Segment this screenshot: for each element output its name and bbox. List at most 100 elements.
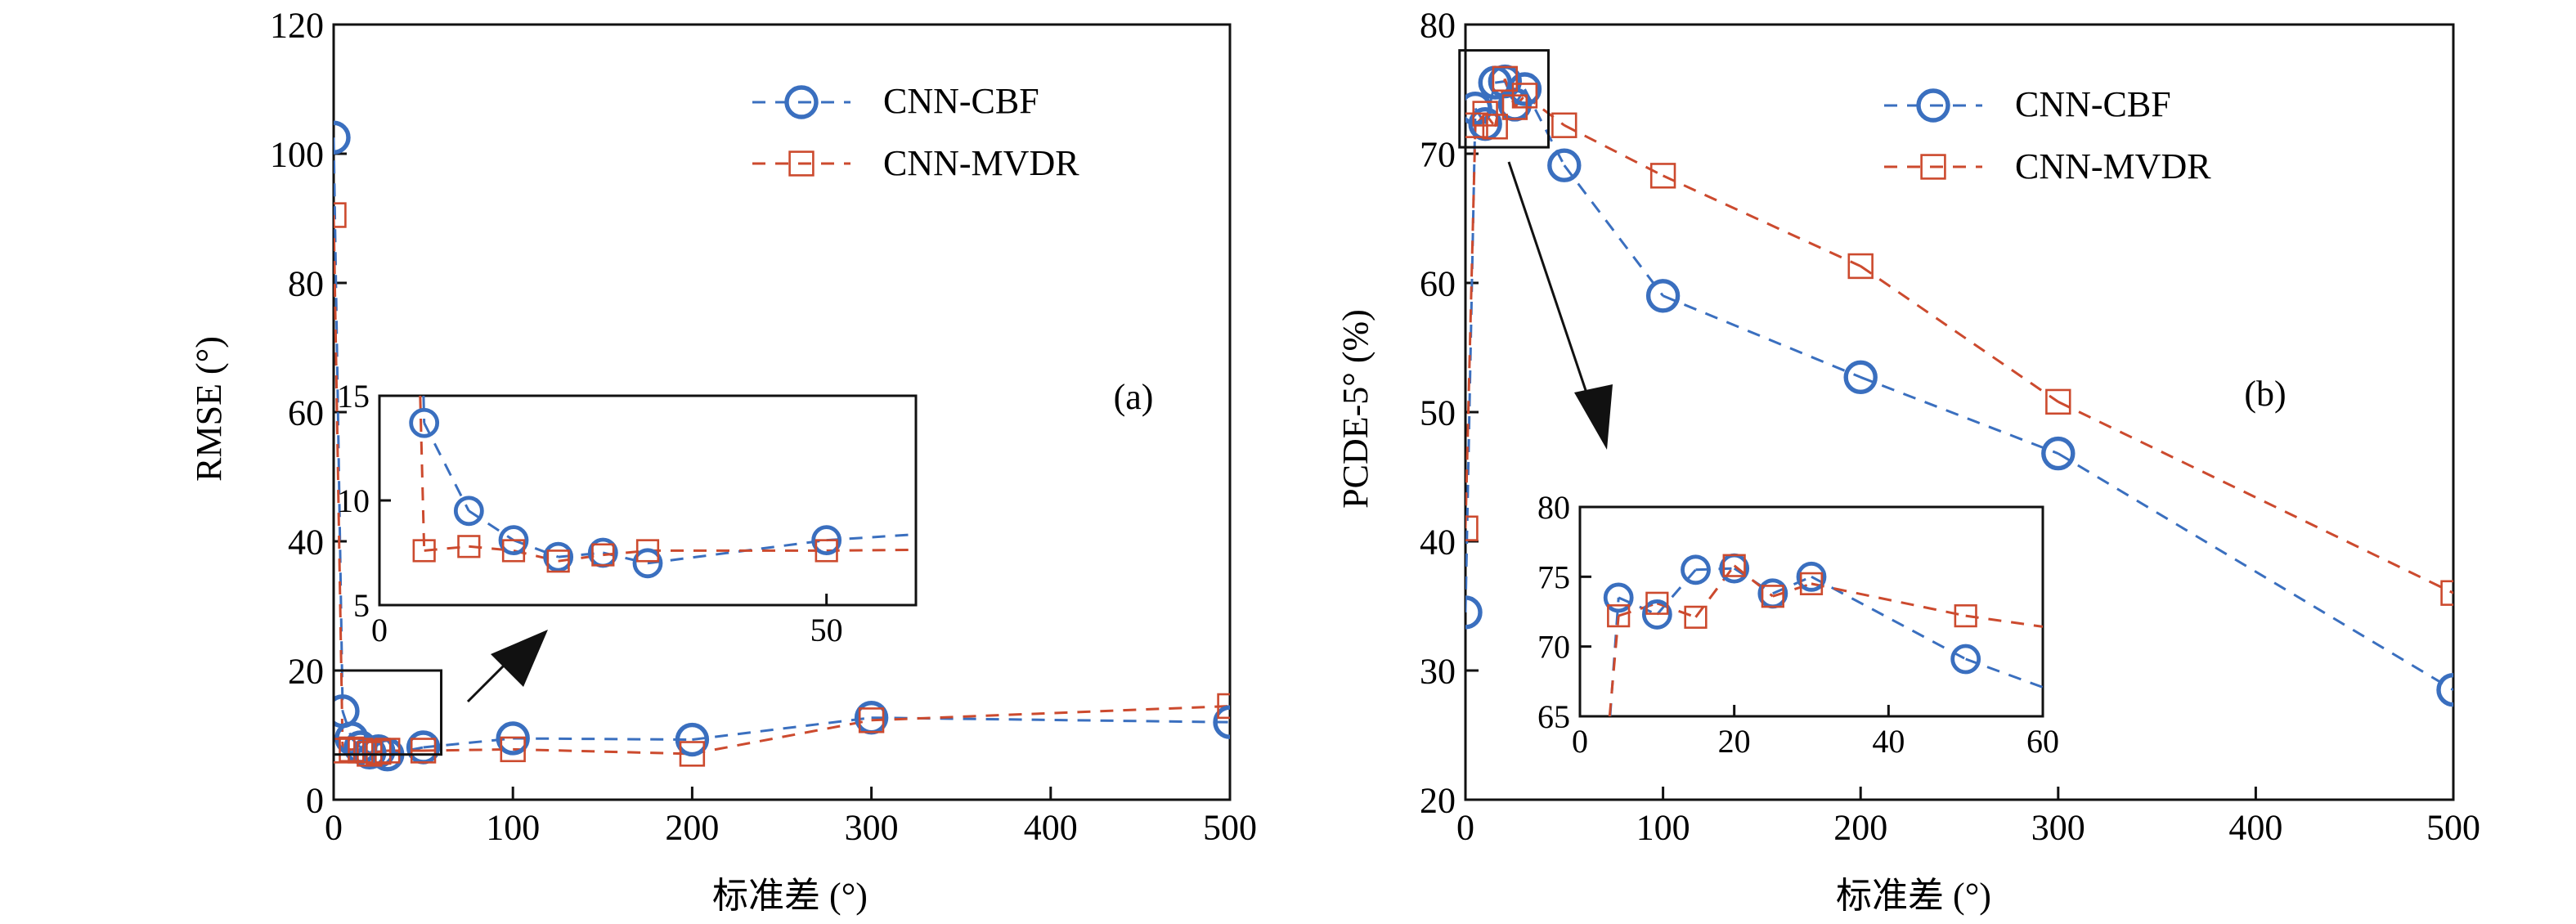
main-ytick-label: 30 bbox=[1420, 651, 1456, 691]
main-xtick-label: 400 bbox=[1024, 807, 1078, 847]
main-point-CNN-MVDR bbox=[334, 202, 347, 228]
main-xtick-label: 100 bbox=[486, 807, 540, 847]
main-point-CNN-MVDR bbox=[339, 736, 365, 763]
inset-frame bbox=[378, 394, 918, 607]
main-point-CNN-MVDR bbox=[500, 736, 526, 763]
inset-point-CNN-MVDR bbox=[501, 539, 526, 563]
inset-point-CNN-CBF bbox=[811, 525, 842, 556]
main-point-CNN-CBF bbox=[2041, 436, 2076, 471]
zoom-arrow-b-head bbox=[1574, 384, 1613, 450]
main-xtick-label: 300 bbox=[2031, 807, 2085, 847]
main-ytick-label: 50 bbox=[1420, 392, 1456, 433]
main-xtick-label: 200 bbox=[1833, 807, 1887, 847]
main-ytick-label: 120 bbox=[270, 5, 324, 45]
main-point-CNN-CBF bbox=[334, 120, 351, 155]
main-ytick-label: 40 bbox=[1420, 522, 1456, 562]
panel-b-label: (b) bbox=[2244, 374, 2286, 414]
inset-point-CNN-MVDR bbox=[1645, 591, 1669, 615]
main-point-CNN-MVDR bbox=[1551, 112, 1577, 138]
main-point-CNN-CBF bbox=[1213, 705, 1230, 739]
main-point-CNN-MVDR bbox=[858, 707, 885, 733]
legend-a-mvdr-marker bbox=[788, 150, 815, 177]
main-ytick-label: 100 bbox=[270, 134, 324, 174]
main-point-CNN-CBF bbox=[1547, 148, 1582, 182]
inset-point-CNN-CBF bbox=[409, 407, 440, 438]
main-ytick-label: 20 bbox=[1420, 780, 1456, 820]
main-ytick-label: 70 bbox=[1420, 134, 1456, 174]
main-ytick-label: 0 bbox=[306, 780, 324, 820]
legend-a-cbf-marker bbox=[784, 85, 819, 119]
main-ytick-label: 60 bbox=[1420, 263, 1456, 303]
inset-xtick-label: 40 bbox=[1872, 723, 1905, 760]
inset-point-CNN-CBF bbox=[1603, 582, 1634, 613]
inset-ytick-label: 70 bbox=[1537, 629, 1570, 666]
zoom-region-box bbox=[1458, 49, 1550, 149]
legend-b: CNN-CBF CNN-MVDR bbox=[2015, 84, 2211, 186]
legend-a: CNN-CBF CNN-MVDR bbox=[883, 81, 1079, 183]
inset-point-CNN-MVDR bbox=[1607, 604, 1631, 628]
inset-xtick-label: 20 bbox=[1718, 723, 1751, 760]
inset-ytick-label: 75 bbox=[1537, 558, 1570, 595]
main-point-CNN-MVDR bbox=[1649, 163, 1676, 189]
inset-ytick-label: 15 bbox=[337, 378, 370, 415]
panel-a-ylabel: RMSE (°) bbox=[189, 336, 229, 482]
main-point-CNN-MVDR bbox=[1492, 65, 1519, 92]
inset-xtick-label: 0 bbox=[371, 612, 388, 648]
inset-xtick-label: 0 bbox=[1572, 723, 1588, 760]
main-xtick-label: 100 bbox=[1636, 807, 1690, 847]
main-point-CNN-CBF bbox=[1465, 595, 1483, 630]
panel-a-label: (a) bbox=[1114, 377, 1154, 417]
main-point-CNN-MVDR bbox=[1217, 693, 1230, 720]
inset-point-CNN-MVDR bbox=[1954, 604, 1977, 628]
main-xtick-label: 500 bbox=[2426, 807, 2480, 847]
zoom-arrow-a-head bbox=[491, 630, 548, 687]
main-ytick-label: 60 bbox=[288, 392, 324, 433]
panel-b-xlabel: 标准差 (°) bbox=[1836, 876, 1991, 916]
main-ytick-label: 40 bbox=[288, 522, 324, 562]
main-xtick-label: 0 bbox=[325, 807, 343, 847]
main-ytick-label: 20 bbox=[288, 651, 324, 691]
inset-point-CNN-MVDR bbox=[412, 539, 436, 563]
legend-b-cbf: CNN-CBF bbox=[2015, 84, 2171, 124]
inset-point-CNN-MVDR bbox=[457, 535, 481, 558]
main-point-CNN-CBF bbox=[1645, 279, 1681, 313]
inset-series-line-CNN-MVDR bbox=[1608, 564, 2043, 716]
main-point-CNN-CBF bbox=[1843, 360, 1878, 395]
inset-point-CNN-MVDR bbox=[591, 543, 615, 567]
main-point-CNN-MVDR bbox=[1465, 515, 1479, 541]
main-point-CNN-CBF bbox=[2436, 673, 2453, 707]
inset-xtick-label: 50 bbox=[810, 612, 843, 648]
inset-point-CNN-CBF bbox=[1641, 599, 1672, 630]
main-plot-area bbox=[1465, 64, 2453, 707]
main-xtick-label: 400 bbox=[2228, 807, 2282, 847]
main-xtick-label: 0 bbox=[1456, 807, 1474, 847]
inset-ytick-label: 5 bbox=[353, 587, 370, 624]
legend-b-mvdr: CNN-MVDR bbox=[2015, 146, 2211, 186]
main-point-CNN-MVDR bbox=[1511, 83, 1538, 109]
main-point-CNN-CBF bbox=[675, 722, 710, 757]
main-point-CNN-MVDR bbox=[1472, 101, 1498, 127]
inset-ytick-label: 80 bbox=[1537, 489, 1570, 526]
panel-a: 0 100 200 300 400 500 0 20 40 60 80 100 120 0 50 5 10 15 bbox=[270, 5, 1257, 847]
main-point-CNN-CBF bbox=[1507, 72, 1542, 106]
inset-plot-area bbox=[409, 396, 916, 579]
main-point-CNN-MVDR bbox=[2440, 580, 2453, 606]
inset-point-CNN-CBF bbox=[1796, 561, 1827, 592]
main-point-CNN-MVDR bbox=[348, 738, 374, 764]
inset-point-CNN-MVDR bbox=[1761, 585, 1784, 608]
inset-point-CNN-MVDR bbox=[1684, 605, 1708, 629]
inset-series-line-CNN-CBF bbox=[422, 396, 916, 565]
legend-a-cbf: CNN-CBF bbox=[883, 81, 1039, 121]
inset-point-CNN-MVDR bbox=[1799, 572, 1824, 595]
inset-ytick-label: 10 bbox=[337, 482, 370, 519]
inset-point-CNN-MVDR bbox=[815, 539, 838, 563]
inset-point-CNN-MVDR bbox=[1722, 554, 1746, 577]
main-point-CNN-CBF bbox=[496, 721, 530, 756]
panel-b-ylabel: PCDE-5° (%) bbox=[1335, 309, 1376, 509]
main-xtick-label: 300 bbox=[845, 807, 899, 847]
inset-frame bbox=[1578, 505, 2044, 718]
main-point-CNN-MVDR bbox=[1847, 253, 1874, 280]
main-point-CNN-MVDR bbox=[2045, 388, 2071, 415]
